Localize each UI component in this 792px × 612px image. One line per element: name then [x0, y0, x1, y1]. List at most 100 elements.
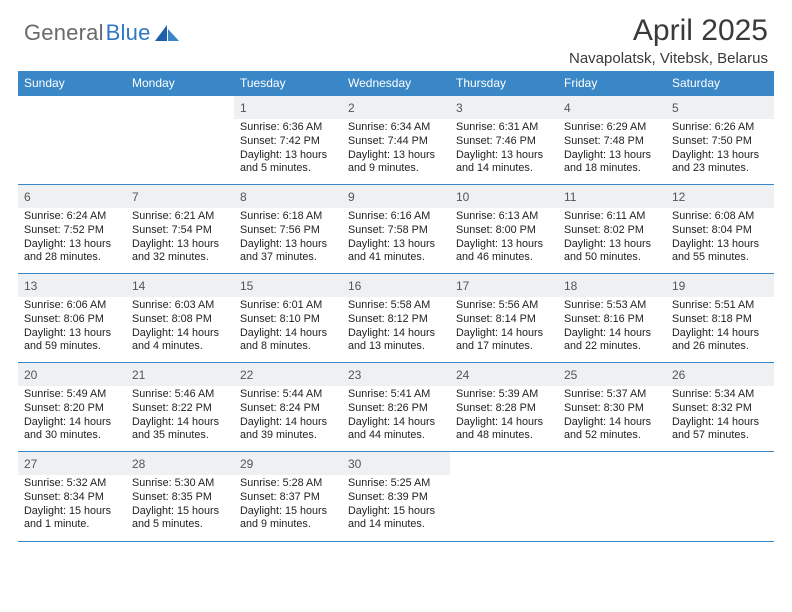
- sunset-text: Sunset: 7:56 PM: [240, 224, 336, 238]
- calendar-day-cell: 22Sunrise: 5:44 AMSunset: 8:24 PMDayligh…: [234, 363, 342, 452]
- day-number-bar: 4: [558, 96, 666, 119]
- daylight-text: and 9 minutes.: [348, 162, 444, 176]
- calendar-day-cell: 20Sunrise: 5:49 AMSunset: 8:20 PMDayligh…: [18, 363, 126, 452]
- calendar-day-cell: 12 Sunrise: 6:08 AMSunset: 8:04 PMDayligh…: [666, 185, 774, 274]
- day-details: Sunrise: 5:32 AMSunset: 8:34 PMDaylight:…: [18, 475, 126, 536]
- day-number: 28: [132, 457, 145, 471]
- sunrise-text: Sunrise: 6:08 AM: [672, 210, 768, 224]
- day-details: Sunrise: 6:16 AMSunset: 7:58 PMDaylight:…: [342, 208, 450, 269]
- day-details: Sunrise: 6:29 AMSunset: 7:48 PMDaylight:…: [558, 119, 666, 180]
- day-number-bar: 29: [234, 452, 342, 475]
- day-number: 29: [240, 457, 253, 471]
- daylight-text: Daylight: 14 hours: [672, 416, 768, 430]
- calendar-day-cell: 17Sunrise: 5:56 AMSunset: 8:14 PMDayligh…: [450, 274, 558, 363]
- sunset-text: Sunset: 8:32 PM: [672, 402, 768, 416]
- sunrise-text: Sunrise: 6:26 AM: [672, 121, 768, 135]
- daylight-text: and 28 minutes.: [24, 251, 120, 265]
- daylight-text: and 17 minutes.: [456, 340, 552, 354]
- calendar-day-cell: 6Sunrise: 6:24 AMSunset: 7:52 PMDaylight…: [18, 185, 126, 274]
- day-number-bar: 16: [342, 274, 450, 297]
- day-number-bar: 30: [342, 452, 450, 475]
- day-number-bar: 12: [666, 185, 774, 208]
- sunrise-text: Sunrise: 5:51 AM: [672, 299, 768, 313]
- daylight-text: and 46 minutes.: [456, 251, 552, 265]
- sunset-text: Sunset: 8:22 PM: [132, 402, 228, 416]
- logo-text-left: General: [24, 20, 104, 46]
- sunset-text: Sunset: 7:42 PM: [240, 135, 336, 149]
- daylight-text: and 9 minutes.: [240, 518, 336, 532]
- sunrise-text: Sunrise: 6:16 AM: [348, 210, 444, 224]
- calendar-day-cell: 1Sunrise: 6:36 AMSunset: 7:42 PMDaylight…: [234, 96, 342, 185]
- daylight-text: and 50 minutes.: [564, 251, 660, 265]
- daylight-text: Daylight: 15 hours: [240, 505, 336, 519]
- daylight-text: Daylight: 13 hours: [456, 149, 552, 163]
- daylight-text: Daylight: 14 hours: [348, 327, 444, 341]
- month-title: April 2025: [569, 14, 768, 48]
- day-details: Sunrise: 5:46 AMSunset: 8:22 PMDaylight:…: [126, 386, 234, 447]
- calendar-day-cell: 18 Sunrise: 5:53 AMSunset: 8:16 PMDayligh…: [558, 274, 666, 363]
- sunset-text: Sunset: 7:50 PM: [672, 135, 768, 149]
- calendar-day-cell: 26Sunrise: 5:34 AMSunset: 8:32 PMDayligh…: [666, 363, 774, 452]
- daylight-text: and 1 minute.: [24, 518, 120, 532]
- day-details: Sunrise: 6:08 AMSunset: 8:04 PMDaylight:…: [666, 208, 774, 269]
- day-details: Sunrise: 6:24 AMSunset: 7:52 PMDaylight:…: [18, 208, 126, 269]
- daylight-text: and 32 minutes.: [132, 251, 228, 265]
- day-number-bar: 19: [666, 274, 774, 297]
- daylight-text: and 13 minutes.: [348, 340, 444, 354]
- sunrise-text: Sunrise: 5:34 AM: [672, 388, 768, 402]
- sunset-text: Sunset: 8:30 PM: [564, 402, 660, 416]
- calendar-day-cell: 9Sunrise: 6:16 AMSunset: 7:58 PMDaylight…: [342, 185, 450, 274]
- daylight-text: Daylight: 14 hours: [456, 416, 552, 430]
- sunrise-text: Sunrise: 5:39 AM: [456, 388, 552, 402]
- sunset-text: Sunset: 8:28 PM: [456, 402, 552, 416]
- calendar-day-cell: [18, 96, 126, 185]
- daylight-text: Daylight: 13 hours: [564, 238, 660, 252]
- sunset-text: Sunset: 8:39 PM: [348, 491, 444, 505]
- day-details: Sunrise: 5:53 AMSunset: 8:16 PMDaylight:…: [558, 297, 666, 358]
- sunset-text: Sunset: 8:26 PM: [348, 402, 444, 416]
- day-number: 19: [672, 279, 685, 293]
- day-number: 18: [564, 279, 577, 293]
- sunset-text: Sunset: 8:04 PM: [672, 224, 768, 238]
- sunrise-text: Sunrise: 5:37 AM: [564, 388, 660, 402]
- day-number-bar: 17: [450, 274, 558, 297]
- day-number-bar: 2: [342, 96, 450, 119]
- daylight-text: Daylight: 15 hours: [132, 505, 228, 519]
- daylight-text: and 44 minutes.: [348, 429, 444, 443]
- daylight-text: Daylight: 13 hours: [24, 327, 120, 341]
- sunset-text: Sunset: 8:10 PM: [240, 313, 336, 327]
- day-number: 17: [456, 279, 469, 293]
- day-number-bar: 25: [558, 363, 666, 386]
- daylight-text: Daylight: 13 hours: [564, 149, 660, 163]
- day-number-bar: 28: [126, 452, 234, 475]
- daylight-text: Daylight: 14 hours: [456, 327, 552, 341]
- day-details: Sunrise: 5:30 AMSunset: 8:35 PMDaylight:…: [126, 475, 234, 536]
- day-number: 10: [456, 190, 469, 204]
- calendar-day-cell: 5Sunrise: 6:26 AMSunset: 7:50 PMDaylight…: [666, 96, 774, 185]
- calendar-body: 1Sunrise: 6:36 AMSunset: 7:42 PMDaylight…: [18, 96, 774, 541]
- sunrise-text: Sunrise: 5:53 AM: [564, 299, 660, 313]
- day-header: Friday: [558, 71, 666, 96]
- sunrise-text: Sunrise: 5:41 AM: [348, 388, 444, 402]
- sunrise-text: Sunrise: 5:46 AM: [132, 388, 228, 402]
- daylight-text: Daylight: 14 hours: [132, 327, 228, 341]
- calendar-day-cell: 21Sunrise: 5:46 AMSunset: 8:22 PMDayligh…: [126, 363, 234, 452]
- day-details: Sunrise: 6:31 AMSunset: 7:46 PMDaylight:…: [450, 119, 558, 180]
- daylight-text: Daylight: 13 hours: [672, 149, 768, 163]
- day-header: Tuesday: [234, 71, 342, 96]
- day-details: Sunrise: 5:58 AMSunset: 8:12 PMDaylight:…: [342, 297, 450, 358]
- day-details: Sunrise: 6:11 AMSunset: 8:02 PMDaylight:…: [558, 208, 666, 269]
- sunset-text: Sunset: 8:37 PM: [240, 491, 336, 505]
- day-details: Sunrise: 5:51 AMSunset: 8:18 PMDaylight:…: [666, 297, 774, 358]
- day-number-bar: 21: [126, 363, 234, 386]
- daylight-text: Daylight: 14 hours: [672, 327, 768, 341]
- daylight-text: Daylight: 13 hours: [24, 238, 120, 252]
- sunrise-text: Sunrise: 6:03 AM: [132, 299, 228, 313]
- day-number: 12: [672, 190, 685, 204]
- day-number: 16: [348, 279, 361, 293]
- daylight-text: Daylight: 13 hours: [456, 238, 552, 252]
- daylight-text: and 14 minutes.: [348, 518, 444, 532]
- day-details: Sunrise: 5:44 AMSunset: 8:24 PMDaylight:…: [234, 386, 342, 447]
- daylight-text: Daylight: 14 hours: [132, 416, 228, 430]
- calendar-day-cell: 13Sunrise: 6:06 AMSunset: 8:06 PMDayligh…: [18, 274, 126, 363]
